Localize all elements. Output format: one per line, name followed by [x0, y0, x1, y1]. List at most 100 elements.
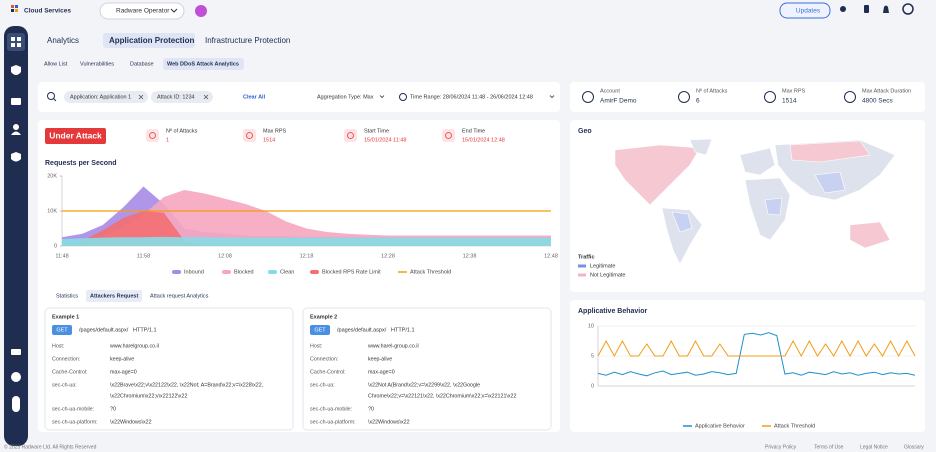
request-path: /pages/default.aspx/ — [337, 327, 387, 333]
header-value: max-age=0 — [368, 369, 395, 375]
legend-swatch — [222, 270, 231, 274]
x-tick-label: 12:48 — [544, 253, 558, 259]
app-icon[interactable] — [195, 5, 207, 17]
legend-label[interactable]: Clean — [280, 269, 294, 275]
x-tick-label: 11:48 — [55, 253, 68, 259]
time-range-select[interactable]: Time Range: 28/06/2024 11:48 - 26/06/202… — [410, 94, 533, 100]
summary-label: Account — [600, 88, 620, 94]
header-name: sec-ch-ua-platform: — [52, 419, 98, 425]
legend-swatch — [268, 270, 277, 274]
x-tick-label: 12:28 — [381, 253, 395, 259]
nav-tab[interactable]: Application Protection — [109, 36, 194, 45]
sub-tab[interactable]: Database — [130, 61, 154, 67]
stat-value: 15/01/2024 12:48 — [462, 137, 505, 143]
legend-label[interactable]: Blocked — [234, 269, 254, 275]
logo-dot — [11, 5, 14, 8]
footer-link[interactable]: Terms of Use — [814, 444, 844, 450]
geo-legend-title: Traffic — [578, 254, 595, 260]
stat-label: End Time — [462, 128, 485, 134]
sidebar — [4, 26, 28, 446]
detail-tab[interactable]: Attackers Request — [90, 293, 138, 299]
summary-label: Nº of Attacks — [696, 87, 728, 94]
icon-shield[interactable] — [11, 65, 21, 75]
header-value: \x22Brave\x22;v\x22122\x22, \x22Not; A=B… — [110, 382, 263, 388]
area — [62, 237, 551, 246]
summary-label: Max RPS — [782, 88, 806, 94]
icon-location[interactable] — [840, 6, 846, 12]
geo-legend-swatch — [578, 274, 586, 277]
footer-link[interactable]: Privacy Policy — [765, 444, 797, 450]
sub-tab[interactable]: Allow List — [44, 61, 68, 67]
legend-label[interactable]: Attack Threshold — [410, 269, 451, 275]
detail-tab[interactable]: Attack request Analytics — [150, 293, 209, 299]
stat-icon — [146, 129, 159, 142]
icon-cart[interactable] — [11, 349, 21, 355]
footer-link[interactable]: Glossary — [904, 444, 924, 450]
sidebar-active[interactable] — [7, 33, 25, 51]
x-tick-label: 12:18 — [300, 253, 314, 259]
header-value: ?0 — [368, 406, 374, 412]
clear-all[interactable]: Clear All — [243, 94, 266, 100]
icon-briefcase[interactable] — [11, 98, 21, 105]
legend-swatch — [310, 270, 319, 274]
icon-tips[interactable] — [864, 5, 869, 13]
stat-label: Max RPS — [263, 128, 287, 134]
updates-label[interactable]: Updates — [796, 8, 821, 15]
header-value: max-age=0 — [110, 369, 137, 375]
legend-label[interactable]: Applicative Behavior — [695, 423, 745, 429]
nav-tab[interactable]: Analytics — [47, 36, 79, 45]
stat-value: 1514 — [263, 137, 275, 143]
legend-label[interactable]: Inbound — [184, 269, 204, 275]
header-name: sec-ch-ua: — [52, 382, 77, 388]
stat-value: 15/01/2024 11:48 — [364, 137, 406, 143]
sub-tab[interactable]: Web DDoS Attack Analytics — [167, 61, 239, 67]
header-name: Host: — [310, 343, 322, 349]
header-name: Cache-Control: — [310, 369, 346, 375]
icon-user[interactable] — [13, 124, 19, 130]
copyright: © 2023 Radware Ltd. All Rights Reserved — [4, 443, 97, 450]
stat-icon — [243, 129, 256, 142]
footer-link[interactable]: Legal Notice — [860, 444, 888, 450]
header-name: sec-ch-ua-mobile: — [52, 406, 94, 412]
summary-label: Max Attack Duration — [862, 88, 911, 94]
legend-label[interactable]: Attack Threshold — [774, 423, 815, 429]
summary-value: 1514 — [782, 98, 797, 105]
header-name: Host: — [52, 343, 64, 349]
header-name: sec-ch-ua-mobile: — [310, 406, 352, 412]
header-value: ?0 — [110, 406, 116, 412]
behavior-card — [570, 300, 925, 432]
summary-value: 6 — [696, 98, 700, 105]
chart-title: Applicative Behavior — [578, 308, 648, 315]
method-label: GET — [314, 327, 326, 333]
stat-icon — [344, 129, 357, 142]
y-tick-label: 0 — [591, 383, 594, 389]
stat-icon — [442, 129, 455, 142]
y-tick-label: 5 — [591, 353, 594, 359]
icon-toggle[interactable] — [12, 396, 20, 412]
sub-tab[interactable]: Vulnerabilities — [80, 61, 114, 67]
account-selector-label[interactable]: Radware Operator — [116, 8, 170, 15]
aggregation-select[interactable]: Aggregation Type: Max — [317, 94, 374, 100]
example-title: Example 2 — [310, 314, 337, 320]
filter-chip-label: Application: Application 1 — [70, 94, 131, 100]
icon-security[interactable] — [11, 152, 21, 162]
logo-dot — [15, 5, 18, 8]
header-value: keep-alive — [368, 356, 392, 362]
icon-help[interactable] — [11, 372, 21, 382]
header-name: Connection: — [310, 356, 338, 362]
header-value: \x22Windows\x22 — [368, 419, 410, 425]
x-tick-label: 12:08 — [218, 253, 232, 259]
icon-dashboard[interactable] — [11, 37, 15, 41]
icon-dashboard[interactable] — [17, 43, 21, 47]
geo-legend-label: Legitimate — [590, 263, 615, 269]
detail-tab[interactable]: Statistics — [56, 293, 78, 299]
request-protocol: HTTP/1.1 — [133, 327, 157, 333]
geo-title: Geo — [578, 128, 592, 135]
icon-dashboard[interactable] — [17, 37, 21, 41]
legend-label[interactable]: Blocked RPS Rate Limit — [322, 269, 381, 275]
example-title: Example 1 — [52, 314, 79, 320]
icon-dashboard[interactable] — [11, 43, 15, 47]
nav-tab[interactable]: Infrastructure Protection — [205, 36, 290, 45]
summary-value: AmirF Demo — [600, 98, 637, 105]
